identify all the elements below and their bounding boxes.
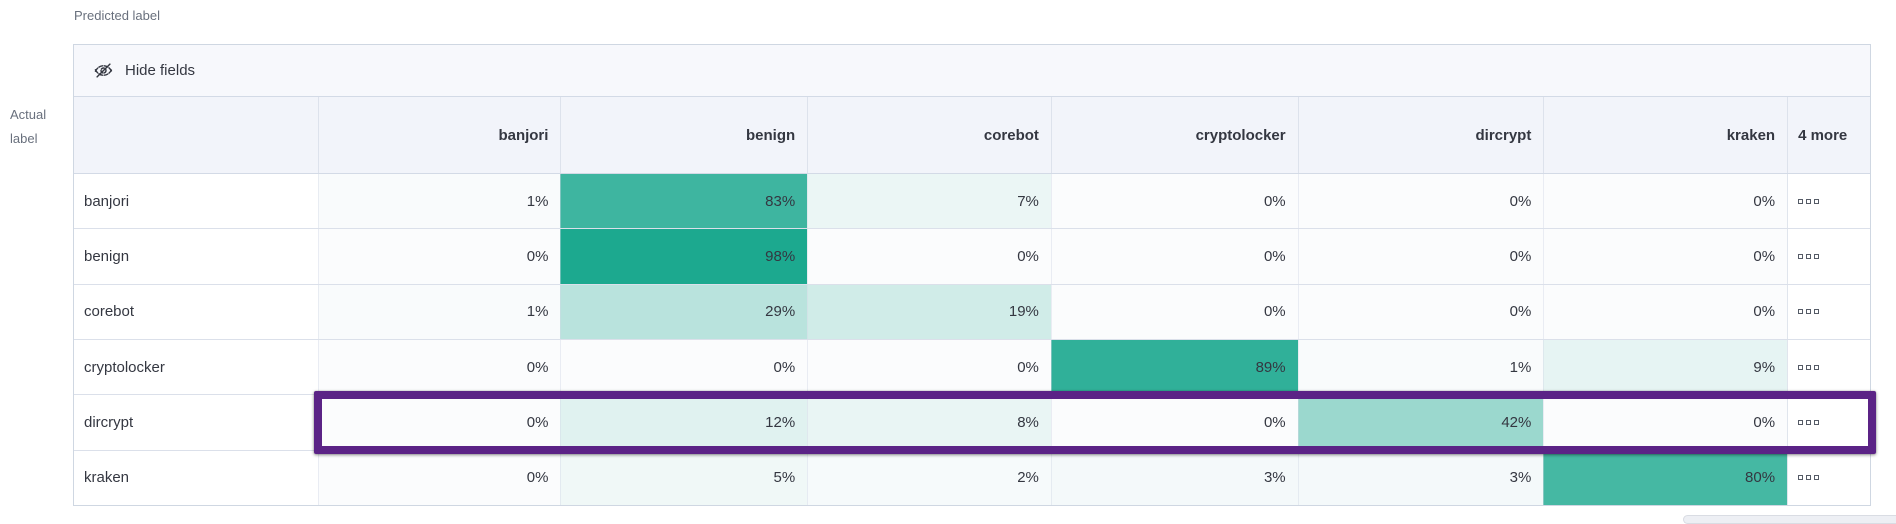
- horizontal-scrollbar-thumb[interactable]: [1683, 515, 1896, 524]
- cell-banjori-banjori: 1%: [317, 174, 561, 229]
- hide-fields-label: Hide fields: [125, 62, 196, 79]
- cell-cryptolocker-dircrypt: 1%: [1297, 339, 1544, 395]
- boxes-horizontal-icon: [1798, 253, 1820, 259]
- column-header-row: banjori benign corebot cryptolocker dircrypt…: [74, 97, 1870, 174]
- cell-dircrypt-corebot: 8%: [807, 395, 1051, 450]
- cell-dircrypt-kraken: 0%: [1543, 395, 1788, 450]
- more-values-cell-corebot[interactable]: [1787, 284, 1870, 339]
- header-spacer-cell: [74, 97, 318, 173]
- cell-corebot-corebot: 19%: [807, 284, 1051, 339]
- column-header-kraken[interactable]: kraken: [1543, 97, 1787, 173]
- cell-corebot-cryptolocker: 0%: [1050, 284, 1298, 339]
- cell-cryptolocker-cryptolocker: 89%: [1050, 339, 1298, 395]
- matrix-row-kraken: kraken 0% 5% 2% 3% 3% 80%: [74, 449, 1870, 505]
- cell-banjori-dircrypt: 0%: [1297, 174, 1544, 229]
- cell-kraken-cryptolocker: 3%: [1050, 450, 1298, 505]
- more-values-cell-benign[interactable]: [1787, 229, 1870, 284]
- boxes-horizontal-icon: [1798, 198, 1820, 204]
- cell-benign-banjori: 0%: [317, 229, 561, 284]
- row-label-kraken: kraken: [74, 450, 318, 505]
- cell-kraken-benign: 5%: [560, 450, 808, 505]
- column-header-banjori[interactable]: banjori: [317, 97, 561, 173]
- confusion-matrix-grid: Hide fields banjori benign corebot cryptolo…: [73, 44, 1871, 506]
- row-label-dircrypt: dircrypt: [74, 395, 318, 450]
- cell-kraken-corebot: 2%: [807, 450, 1051, 505]
- cell-dircrypt-dircrypt: 42%: [1297, 395, 1544, 450]
- cell-dircrypt-cryptolocker: 0%: [1050, 395, 1298, 450]
- eye-slash-icon: [94, 63, 113, 78]
- cell-kraken-dircrypt: 3%: [1297, 450, 1544, 505]
- cell-cryptolocker-corebot: 0%: [807, 339, 1051, 395]
- row-label-banjori: banjori: [74, 174, 318, 229]
- cell-corebot-kraken: 0%: [1543, 284, 1788, 339]
- cell-benign-cryptolocker: 0%: [1050, 229, 1298, 284]
- row-label-cryptolocker: cryptolocker: [74, 339, 318, 395]
- matrix-row-corebot: corebot 1% 29% 19% 0% 0% 0%: [74, 283, 1870, 339]
- cell-corebot-benign: 29%: [560, 284, 808, 339]
- more-values-cell-kraken[interactable]: [1787, 450, 1870, 505]
- column-header-more[interactable]: 4 more: [1787, 97, 1870, 173]
- cell-cryptolocker-banjori: 0%: [317, 339, 561, 395]
- cell-benign-dircrypt: 0%: [1297, 229, 1544, 284]
- matrix-row-cryptolocker: cryptolocker 0% 0% 0% 89% 1% 9%: [74, 338, 1870, 395]
- cell-benign-benign: 98%: [560, 229, 808, 284]
- more-values-cell-banjori[interactable]: [1787, 174, 1870, 229]
- cell-kraken-banjori: 0%: [317, 450, 561, 505]
- row-label-corebot: corebot: [74, 284, 318, 339]
- column-header-benign[interactable]: benign: [560, 97, 807, 173]
- column-header-dircrypt[interactable]: dircrypt: [1297, 97, 1544, 173]
- hide-fields-button[interactable]: Hide fields: [74, 45, 1870, 97]
- cell-dircrypt-benign: 12%: [560, 395, 808, 450]
- cell-corebot-dircrypt: 0%: [1297, 284, 1544, 339]
- predicted-axis-label: Predicted label: [74, 8, 160, 23]
- more-values-cell-cryptolocker[interactable]: [1787, 339, 1870, 395]
- boxes-horizontal-icon: [1798, 475, 1820, 481]
- cell-cryptolocker-kraken: 9%: [1543, 339, 1788, 395]
- column-header-cryptolocker[interactable]: cryptolocker: [1050, 97, 1298, 173]
- row-label-benign: benign: [74, 229, 318, 284]
- cell-benign-corebot: 0%: [807, 229, 1051, 284]
- actual-axis-label-line1: Actual: [10, 107, 47, 122]
- actual-axis-label: Actual label: [10, 103, 46, 151]
- boxes-horizontal-icon: [1798, 364, 1820, 370]
- boxes-horizontal-icon: [1798, 309, 1820, 315]
- matrix-row-benign: benign 0% 98% 0% 0% 0% 0%: [74, 228, 1870, 284]
- cell-banjori-corebot: 7%: [807, 174, 1051, 229]
- cell-cryptolocker-benign: 0%: [560, 339, 808, 395]
- matrix-row-dircrypt: dircrypt 0% 12% 8% 0% 42% 0%: [74, 394, 1870, 450]
- actual-axis-label-line2: label: [10, 131, 38, 146]
- column-header-corebot[interactable]: corebot: [807, 97, 1051, 173]
- cell-corebot-banjori: 1%: [317, 284, 561, 339]
- cell-banjori-kraken: 0%: [1543, 174, 1788, 229]
- matrix-body: banjori 1% 83% 7% 0% 0% 0% benign 0% 98% 0% 0% 0% 0% c…: [74, 174, 1870, 505]
- cell-banjori-benign: 83%: [560, 174, 808, 229]
- matrix-row-banjori: banjori 1% 83% 7% 0% 0% 0%: [74, 174, 1870, 229]
- cell-banjori-cryptolocker: 0%: [1050, 174, 1298, 229]
- more-values-cell-dircrypt[interactable]: [1787, 395, 1870, 450]
- cell-dircrypt-banjori: 0%: [317, 395, 561, 450]
- boxes-horizontal-icon: [1798, 419, 1820, 425]
- cell-benign-kraken: 0%: [1543, 229, 1788, 284]
- cell-kraken-kraken: 80%: [1543, 450, 1788, 505]
